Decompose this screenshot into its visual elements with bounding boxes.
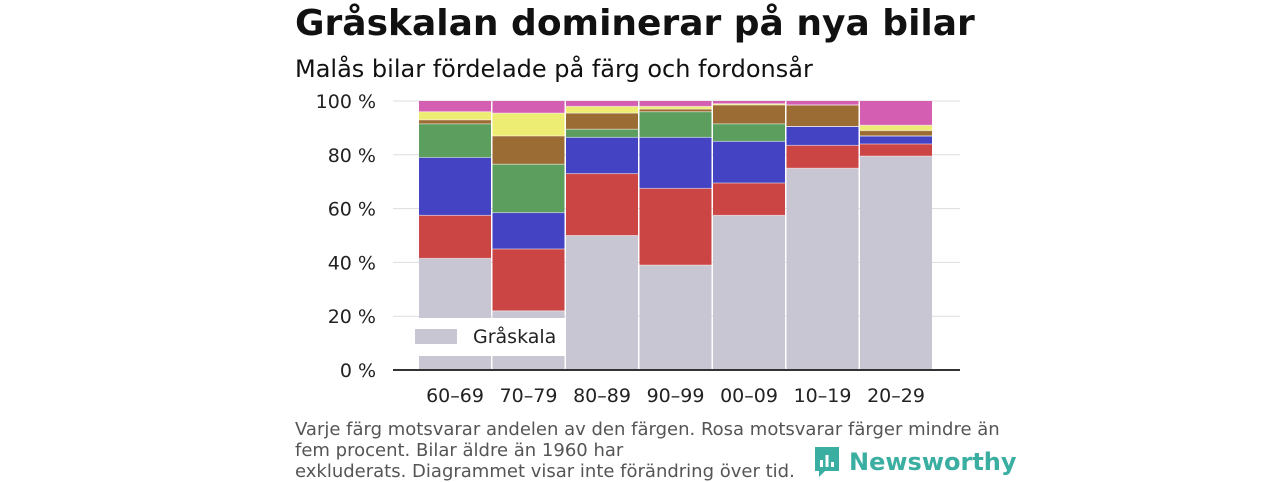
bar-segment — [639, 101, 712, 107]
bar-segment — [492, 248, 565, 311]
x-tick-label: 90–99 — [647, 385, 705, 407]
bar-segment — [492, 135, 565, 165]
bar-segment — [786, 105, 859, 127]
bar-segment — [492, 113, 565, 136]
bar-segment — [860, 130, 932, 136]
page-title: Gråskalan dominerar på nya bilar — [295, 3, 975, 44]
bar-segment — [860, 156, 932, 370]
x-tick-label: 60–69 — [426, 385, 484, 407]
bar-segment — [713, 141, 785, 184]
y-tick-label: 0 % — [340, 360, 376, 382]
axes: 0 % 20 % 40 % 60 % 80 % 100 % 60–69 70–79 80–89 9… — [316, 91, 960, 407]
bar-segment — [860, 144, 932, 157]
bar-segment — [860, 101, 932, 126]
bar-segment — [786, 145, 859, 169]
bar-segment — [860, 135, 932, 145]
bar-segment — [419, 123, 491, 158]
bar-segment — [419, 157, 491, 216]
bar-segment — [419, 101, 491, 112]
y-tick-label: 60 % — [328, 199, 376, 221]
bar-segment — [566, 173, 638, 236]
bar-segment — [492, 212, 565, 249]
legend-label: Gråskala — [473, 325, 556, 348]
bar-segment — [419, 119, 491, 124]
legend: Gråskala — [404, 318, 565, 356]
bar-segment — [419, 215, 491, 259]
y-tick-label: 80 % — [328, 145, 376, 167]
bar-segment — [639, 188, 712, 266]
bar-segment — [639, 106, 712, 110]
x-tick-label: 80–89 — [573, 385, 631, 407]
bar-segment — [419, 111, 491, 120]
brand-name: Newsworthy — [849, 448, 1017, 476]
x-tick-label: 70–79 — [500, 385, 558, 407]
bar-segment — [566, 129, 638, 138]
x-tick-label: 00–09 — [720, 385, 778, 407]
x-tick-label: 20–29 — [867, 385, 925, 407]
y-tick-label: 40 % — [328, 252, 376, 274]
bar-segment — [566, 106, 638, 114]
bar-segment — [492, 164, 565, 213]
y-tick-label: 20 % — [328, 306, 376, 328]
footnote-line-3: exkluderats. Diagrammet visar inte förän… — [295, 461, 795, 482]
bar-segment — [860, 125, 932, 131]
bar-segment — [639, 265, 712, 370]
bar-segment — [786, 168, 859, 370]
bar-segment — [639, 111, 712, 138]
footnote-line-1: Varje färg motsvarar andelen av den färg… — [295, 419, 1000, 440]
stacked-bar-chart: 0 % 20 % 40 % 60 % 80 % 100 % 60–69 70–79 80–89 9… — [316, 91, 960, 407]
bar-segment — [713, 103, 785, 106]
bar-segment — [566, 101, 638, 107]
footnote-line-2: fem procent. Bilar äldre än 1960 har — [295, 440, 624, 461]
y-tick-label: 100 % — [316, 91, 376, 113]
legend-swatch — [415, 329, 457, 344]
bar-segment — [566, 113, 638, 130]
bar-segment — [639, 137, 712, 189]
newsworthy-logo-icon — [815, 447, 839, 477]
bar-segment — [639, 109, 712, 112]
page-subtitle: Malås bilar fördelade på färg och fordon… — [295, 55, 813, 83]
bar-segment — [786, 126, 859, 146]
bar-segment — [713, 105, 785, 124]
bar-segment — [713, 123, 785, 142]
bar-segment — [786, 101, 859, 106]
bar-segment — [713, 183, 785, 216]
bar-segment — [566, 235, 638, 370]
bar-segment — [566, 137, 638, 174]
footnote: Varje färg motsvarar andelen av den färg… — [295, 419, 1000, 482]
bar-segment — [713, 215, 785, 370]
bar-segment — [492, 101, 565, 114]
bar-segment — [713, 101, 785, 104]
x-tick-label: 10–19 — [794, 385, 852, 407]
brand-logo: Newsworthy — [813, 444, 1017, 480]
